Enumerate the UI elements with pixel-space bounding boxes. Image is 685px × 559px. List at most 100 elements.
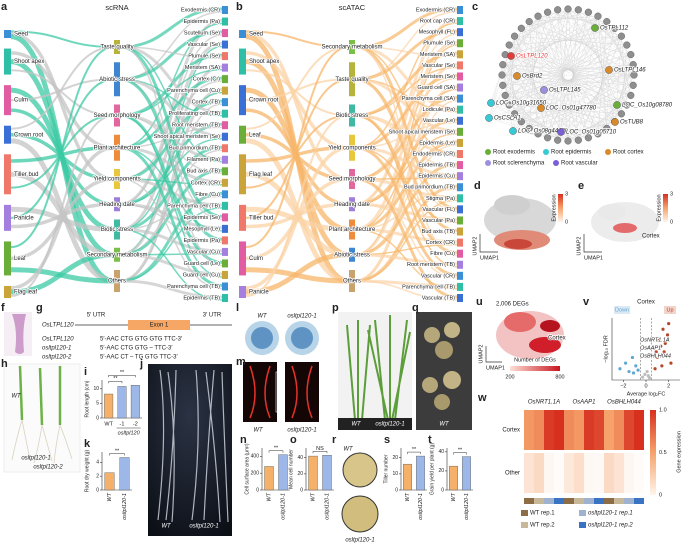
node <box>505 101 513 109</box>
flow <box>245 30 350 48</box>
tissue-label: Panicle <box>14 215 34 221</box>
heat-cell <box>564 410 574 450</box>
point <box>618 367 622 371</box>
flow <box>354 29 458 81</box>
edge <box>537 16 616 123</box>
cell-node <box>222 17 228 26</box>
down-box <box>614 306 630 314</box>
x-tick-label: WT <box>104 421 113 427</box>
rep-strip <box>594 498 604 504</box>
legend-dot <box>605 149 611 155</box>
panel-letter: h <box>1 358 8 370</box>
edge <box>505 55 512 96</box>
rep-strip <box>524 498 534 504</box>
legend-label: osltpl120-1 rep.2 <box>588 523 633 529</box>
flow <box>119 137 223 205</box>
edge <box>510 55 634 65</box>
scale-label: Expression <box>551 194 557 221</box>
trait-node <box>349 134 355 161</box>
edge <box>537 16 542 109</box>
edge <box>501 16 599 76</box>
trait-node <box>349 40 355 54</box>
flow <box>354 114 458 268</box>
rep-strip <box>624 498 634 504</box>
gene-label: OsBHLH044 <box>607 400 641 406</box>
y-tick-label: 0 <box>300 487 303 493</box>
edge <box>597 16 618 106</box>
bar <box>130 385 140 419</box>
flow <box>354 46 458 157</box>
cell-node <box>222 121 228 130</box>
edge <box>560 8 569 133</box>
y-tick-label: 40 <box>438 449 444 455</box>
legend-dot <box>543 149 549 155</box>
panel-letter: c <box>472 1 478 13</box>
edge <box>488 16 599 119</box>
annotation: Cortex <box>548 336 566 342</box>
cell-node <box>457 205 463 214</box>
point <box>655 355 659 360</box>
cell-label: Plumule (Se) <box>188 54 220 60</box>
y-tick-label: 20 <box>438 468 444 474</box>
trait-label: Plant architecture <box>329 227 376 233</box>
flow <box>354 46 458 257</box>
node <box>627 51 635 59</box>
cell-label: Vascular (FL) <box>422 207 455 213</box>
point <box>654 350 658 354</box>
panel-letter: m <box>236 356 246 368</box>
flow <box>354 280 458 301</box>
trait-node <box>114 219 120 240</box>
flow <box>245 146 350 163</box>
cell-label: Parenchyma cell (TB) <box>167 203 220 209</box>
x-tick-label: -1 <box>120 421 125 427</box>
node <box>525 18 533 26</box>
rep-strip <box>584 498 594 504</box>
flow <box>354 114 458 168</box>
point <box>663 341 667 345</box>
tissue-node <box>4 286 11 298</box>
node <box>525 124 533 132</box>
edge <box>514 36 518 77</box>
panel-letter: i <box>84 366 87 378</box>
bracket <box>108 381 123 384</box>
edge <box>505 95 562 133</box>
flow <box>354 133 458 205</box>
edge <box>514 36 616 123</box>
edge <box>560 74 635 133</box>
significance: ** <box>412 447 417 453</box>
flow <box>119 68 223 117</box>
point <box>643 372 647 376</box>
edge <box>505 95 618 106</box>
flow <box>119 46 223 163</box>
heat-cell <box>534 453 544 493</box>
tissue-node <box>239 241 246 276</box>
edge <box>537 16 610 71</box>
gene-node <box>487 99 495 107</box>
edge <box>505 95 616 123</box>
cell-label: Vascular (Cu) <box>187 249 220 255</box>
heat-cell <box>534 410 544 450</box>
edge <box>509 44 569 142</box>
cell-label: Shoot apical meristem (Se) <box>154 134 220 140</box>
cell-label: Guard cell (SA) <box>417 85 455 91</box>
scale-tick-label: 0 <box>659 492 662 498</box>
image-label: osltpl120-1 <box>375 422 404 428</box>
x-tick-label: osltpl120-1 <box>280 493 286 520</box>
x-tick-label: WT <box>405 492 411 501</box>
edge <box>538 16 596 29</box>
gene-node <box>513 72 521 80</box>
bar <box>416 455 425 491</box>
image-label: WT <box>351 422 362 428</box>
y-tick-label: 0 <box>395 487 398 493</box>
edge <box>488 117 607 129</box>
trait-label: Heading date <box>99 202 135 208</box>
cell-label: Epidermis (Pa) <box>184 238 221 244</box>
edge <box>505 95 542 109</box>
flow <box>10 46 115 130</box>
gene-label: OsLTPL120 <box>516 54 548 60</box>
trait-label: Taste quality <box>335 77 368 83</box>
edge <box>614 64 634 123</box>
edge <box>567 8 610 71</box>
flow <box>245 32 350 181</box>
y-tick-label: 20 <box>297 471 303 477</box>
